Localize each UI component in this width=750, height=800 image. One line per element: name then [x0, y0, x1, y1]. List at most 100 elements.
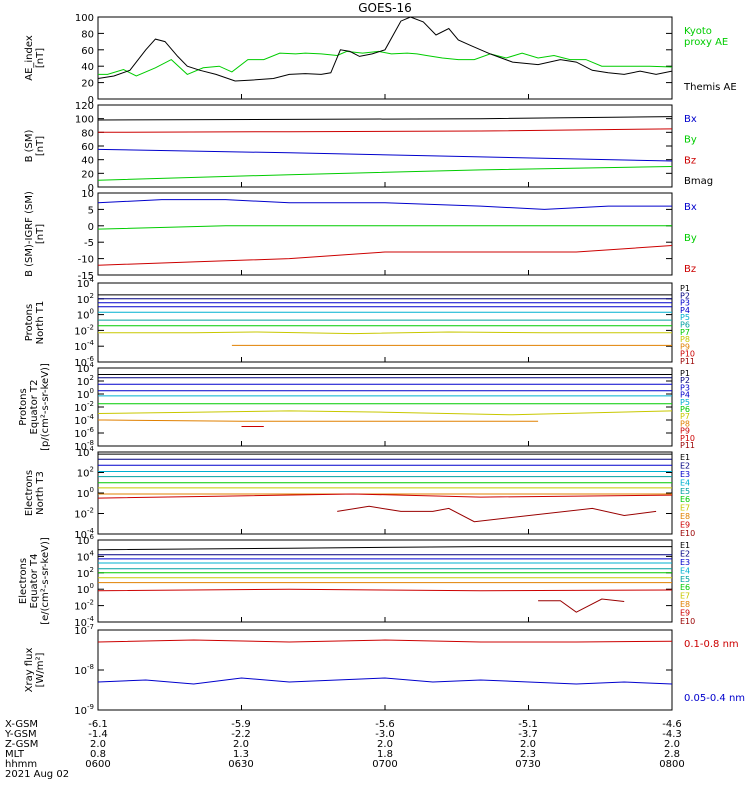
legend-entry-line: P4	[680, 306, 690, 315]
legend-entry: E1	[680, 453, 690, 462]
y-axis-label-line: Protons	[18, 388, 29, 425]
legend-entry: 0.05-0.4 nm	[684, 693, 745, 704]
legend-entry-line: E3	[680, 470, 690, 479]
legend-entry: Bx	[684, 202, 697, 213]
legend-entry: E4	[680, 478, 690, 487]
legend-entry: E5	[680, 487, 690, 496]
y-tick-exponent: 0	[90, 486, 94, 494]
legend-entry-line: E9	[680, 521, 690, 530]
x-value-label: 0700	[372, 759, 397, 770]
legend-entry: E10	[680, 617, 695, 626]
legend-entry-line: Bx	[684, 114, 697, 125]
legend-entry: P9	[680, 427, 690, 436]
y-axis-label-line: Electrons	[18, 558, 29, 604]
legend-entry-line: P3	[680, 383, 690, 392]
x-value-label: 1.8	[377, 749, 393, 760]
x-value-label: 2.0	[664, 739, 680, 750]
legend-entry: By	[684, 135, 697, 146]
y-tick-label: -15	[78, 271, 94, 282]
legend-entry: P6	[680, 405, 690, 414]
legend-entry: P4	[680, 391, 690, 400]
y-tick-exponent: 4	[90, 361, 95, 369]
legend-entry: P6	[680, 321, 690, 330]
x-row-label: X-GSM	[5, 719, 38, 730]
legend-entry-line: E1	[680, 541, 690, 550]
legend-entry: P11	[680, 357, 695, 366]
legend-entry: E3	[680, 470, 690, 479]
y-tick-label: 106	[77, 533, 95, 547]
y-tick-label: 100	[75, 13, 94, 24]
y-tick-label: 120	[75, 101, 94, 112]
y-tick-label: 102	[77, 466, 94, 480]
y-axis-label-line: [e/(cm²-s-sr-keV)]	[40, 537, 51, 625]
y-tick-exponent: 0	[90, 582, 94, 590]
panel-8: 10-9 10-8 10-7 Xray flux[W/m²] 0.1-0.8 nm 0.0…	[24, 623, 745, 717]
panel-5: 10-810-610-410-2100102104ProtonsEquator …	[18, 361, 695, 453]
legend-entry-line: P9	[680, 427, 690, 436]
y-axis-label-line: [nT]	[35, 224, 46, 244]
y-tick-exponent: 4	[90, 276, 95, 284]
x-value-label: 0630	[228, 759, 253, 770]
legend-entry-line: P5	[680, 398, 690, 407]
legend-entry-line: P7	[680, 412, 690, 421]
legend-entry-line: P6	[680, 321, 690, 330]
y-tick-label: 80	[81, 29, 94, 40]
legend-entry-line: E3	[680, 558, 690, 567]
y-tick-label: 10-9	[74, 703, 94, 717]
panel-frame	[97, 451, 673, 535]
x-row-label: Y-GSM	[4, 729, 37, 740]
y-tick-label: 102	[77, 374, 94, 388]
legend-entry: Kyoto proxy AE	[684, 26, 728, 48]
y-tick-label: 104	[77, 549, 95, 563]
series-line-e10	[538, 598, 625, 613]
series-line-bx	[97, 148, 673, 162]
x-value-label: -5.9	[231, 719, 251, 730]
panel-3: -15 -10 -5 0 5 10 B (SM)-IGRF (SM)[nT] Bx By Bz	[24, 189, 697, 282]
legend-entry-line: P1	[680, 369, 690, 378]
legend-entry-line: P2	[680, 291, 690, 300]
y-tick-label: 20	[81, 79, 94, 90]
y-tick-label: 10-8	[74, 663, 94, 677]
y-tick-exponent: -4	[87, 413, 95, 421]
y-axis-label-line: [nT]	[35, 136, 46, 156]
y-axis-label-line: B (SM)	[24, 129, 35, 162]
legend-entry: E7	[680, 504, 690, 513]
y-tick-exponent: -6	[87, 426, 95, 434]
legend-entry: P10	[680, 434, 695, 443]
y-axis-label-line: B (SM)-IGRF (SM)	[24, 191, 35, 277]
legend-entry-line: E10	[680, 529, 695, 538]
series-line-themis-ae	[97, 16, 673, 82]
x-row-label: hhmm	[5, 759, 37, 770]
series-line-bx	[97, 199, 672, 210]
legend-entry: 0.1-0.8 nm	[684, 639, 739, 650]
legend-entry-line: P5	[680, 313, 690, 322]
y-tick-label: 10-7	[74, 623, 94, 637]
legend-entry-line: Bz	[684, 155, 696, 166]
legend-entry: P8	[680, 335, 690, 344]
y-tick-label: 102	[77, 292, 94, 306]
y-tick-label: 100	[77, 582, 94, 596]
y-tick-label: 104	[77, 276, 95, 290]
y-tick-label: 100	[77, 486, 94, 500]
x-value-label: -2.2	[231, 729, 251, 740]
panel-frame	[97, 16, 673, 100]
series-line-e10	[337, 505, 657, 523]
legend-entry-line: By	[684, 135, 697, 146]
legend-entry-line: P8	[680, 419, 690, 428]
series-line-bmag	[97, 116, 673, 121]
y-tick-label: 60	[81, 46, 94, 57]
legend-entry-line: E9	[680, 609, 690, 618]
x-value-label: 2.0	[377, 739, 393, 750]
legend-entry-line: 0.1-0.8 nm	[684, 639, 739, 650]
y-axis-label: ElectronsNorth T3	[24, 470, 46, 516]
series-line-p8	[98, 331, 672, 335]
legend-entry: E9	[680, 521, 690, 530]
y-tick-exponent: -2	[87, 599, 94, 607]
legend-entry-line: P11	[680, 357, 695, 366]
y-tick-exponent: -2	[87, 400, 94, 408]
legend-entry-line: E2	[680, 549, 690, 558]
